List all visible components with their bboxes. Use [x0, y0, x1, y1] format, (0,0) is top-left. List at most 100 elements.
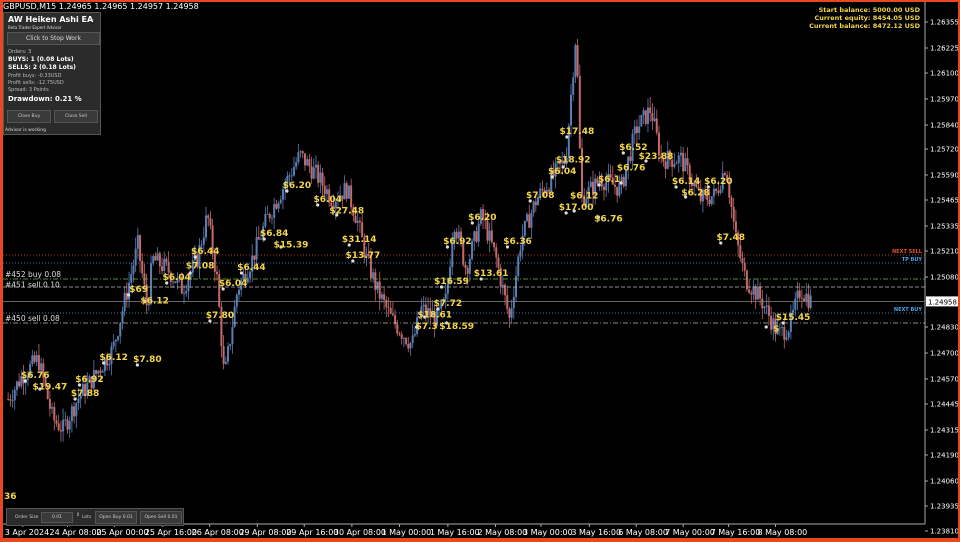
candle-body [9, 399, 12, 401]
time-tick-label: 26 Apr 08:00 [192, 528, 244, 537]
candle-body [7, 399, 10, 400]
candle-body [803, 298, 806, 302]
candle-body [103, 358, 106, 372]
candle-body [57, 423, 60, 430]
candle-body [246, 277, 249, 283]
candle-body [299, 151, 302, 153]
profit-label: $7.88 [71, 389, 99, 399]
profit-label: $ [773, 325, 779, 335]
candle-body [391, 313, 394, 316]
candle-body [336, 200, 339, 202]
candle-body [618, 182, 621, 196]
open-buy-button[interactable]: Open Buy 0.01 [95, 511, 137, 524]
price-tick-label: 1.25840 [930, 122, 958, 130]
trade-marker [445, 245, 450, 249]
time-tick-label: 2 May 08:00 [478, 528, 528, 537]
candle-body [754, 286, 757, 300]
candle-body [675, 163, 678, 165]
candle-body [580, 148, 583, 196]
candle-body [191, 260, 194, 273]
profit-label: $6.1 [598, 175, 620, 185]
candle-body [482, 209, 485, 220]
open-sell-button[interactable]: Open Sell 0.01 [140, 511, 182, 524]
close-buy-button[interactable]: Close Buy [7, 110, 51, 123]
profit-label: $6.76 [594, 215, 622, 225]
profit-label: $6.44 [191, 247, 219, 257]
candle-body [475, 231, 478, 242]
time-tick-label: 3 May 00:00 [523, 528, 573, 537]
candle-body [264, 214, 267, 227]
time-tick-label: 29 Apr 08:00 [239, 528, 291, 537]
candle-body [99, 370, 102, 373]
candle-body [563, 160, 566, 165]
candle-body [473, 231, 476, 241]
candle-body [622, 176, 625, 187]
candle-body [462, 243, 465, 265]
candle-body [453, 231, 456, 243]
time-tick-label: 25 Apr 00:00 [96, 528, 148, 537]
price-tick-label: 1.26225 [930, 45, 958, 53]
candle-body [128, 282, 131, 300]
candle-body [20, 376, 23, 387]
candle-body [372, 272, 375, 279]
candle-body [119, 322, 122, 337]
candle-body [79, 395, 82, 399]
candle-body [297, 152, 300, 163]
candle-body [693, 183, 696, 186]
candle-body [649, 107, 652, 113]
candle-body [227, 346, 230, 362]
candle-body [374, 272, 377, 290]
profit-label: $6.20 [468, 213, 496, 223]
candle-body [114, 339, 117, 342]
lots-stepper-icon[interactable]: ⇕ [76, 512, 81, 518]
candle-body [644, 110, 647, 124]
candle-body [765, 305, 768, 307]
candle-body [640, 115, 643, 127]
candle-body [411, 335, 414, 343]
close-sell-button[interactable]: Close Sell [54, 110, 98, 123]
candle-body [169, 272, 172, 283]
minimize-button[interactable]: – [90, 15, 94, 24]
candle-body [275, 204, 278, 209]
trade-marker [619, 181, 623, 185]
order-size-input[interactable]: 0.01 [41, 512, 73, 523]
trade-marker [550, 175, 554, 179]
candle-body [48, 398, 51, 409]
candle-body [216, 271, 219, 275]
candle-body [187, 280, 190, 291]
candle-body [53, 406, 56, 421]
profit-label: $31.14 [342, 235, 377, 245]
candle-body [418, 317, 421, 319]
price-tick-label: 1.26100 [930, 70, 958, 78]
candle-body [242, 273, 245, 281]
candle-body [550, 169, 553, 192]
candle-body [471, 240, 474, 260]
profit-label: $6.14 [672, 177, 700, 187]
profit-label: $6.04 [548, 167, 576, 177]
candle-body [413, 333, 416, 336]
candle-body [616, 186, 619, 196]
trade-marker [719, 241, 723, 245]
stop-work-button[interactable]: Click to Stop Work [7, 32, 100, 45]
trade-marker [208, 319, 212, 323]
time-tick-label: 8 May 08:00 [757, 528, 807, 537]
candle-body [624, 168, 627, 187]
candle-body [611, 177, 614, 185]
time-tick-label: 7 May 00:00 [665, 528, 715, 537]
profit-label: $7.80 [206, 311, 234, 321]
candle-body [613, 184, 616, 187]
profit-sells: Profit sells: -12.75USD [8, 80, 64, 86]
price-chart[interactable]: 1.26355 1.26225 1.26100 1.25970 1.25840 1.257… [3, 2, 958, 538]
candle-body [631, 133, 634, 161]
candle-body [139, 235, 142, 261]
candle-body [352, 207, 355, 216]
candle-body [662, 158, 665, 162]
drawdown: Drawdown: 0.21 % [8, 95, 82, 103]
candle-body [117, 336, 120, 340]
candle-body [578, 75, 581, 149]
candle-body [466, 268, 469, 274]
time-tick-label: 7 May 16:00 [711, 528, 761, 537]
candle-body [198, 245, 201, 268]
profit-label: $27.48 [329, 207, 364, 217]
candle-body [235, 294, 238, 307]
